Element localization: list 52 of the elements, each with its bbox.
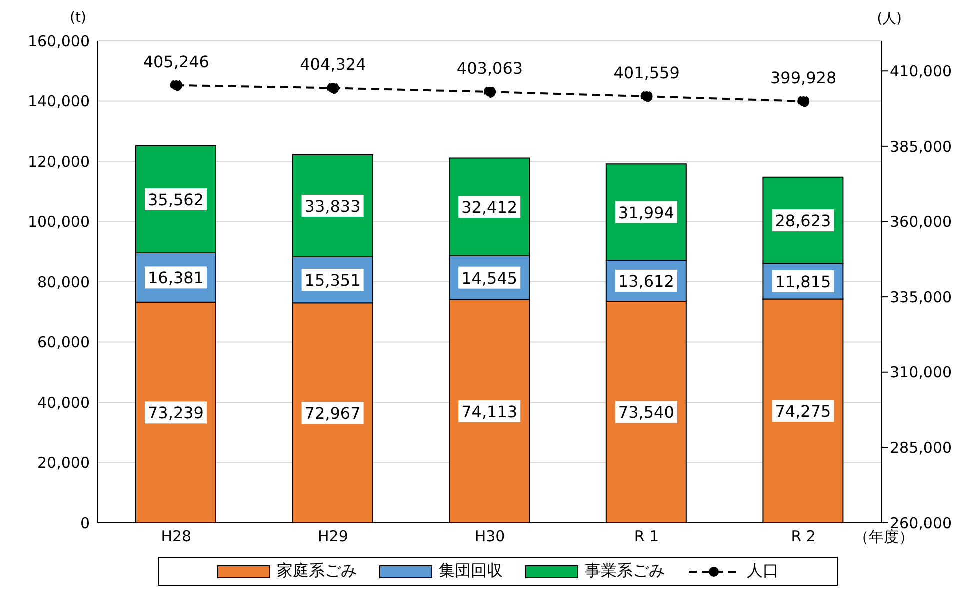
y-tick-label: 160,000 xyxy=(28,32,90,50)
data-label: 15,351 xyxy=(304,271,361,290)
legend-label: 集団回収 xyxy=(439,561,503,582)
y-tick-label: 40,000 xyxy=(38,394,90,412)
data-label: 73,540 xyxy=(618,403,674,422)
data-label: 31,994 xyxy=(618,203,674,222)
data-label: 405,246 xyxy=(143,52,210,72)
data-label: 13,612 xyxy=(618,272,674,291)
data-label: 74,113 xyxy=(462,402,518,422)
data-label: 14,545 xyxy=(462,268,518,288)
x-tick-label: H28 xyxy=(161,528,192,546)
y-tick-label: 60,000 xyxy=(38,334,90,352)
data-label: 33,833 xyxy=(304,196,361,216)
data-label: 11,815 xyxy=(775,272,832,292)
point xyxy=(484,86,496,98)
x-tick-label: R 2 xyxy=(791,528,816,546)
y2-tick-label: 410,000 xyxy=(890,62,952,80)
data-label: 403,063 xyxy=(456,59,524,78)
y-tick-label: 100,000 xyxy=(28,213,90,232)
point xyxy=(327,82,340,94)
point xyxy=(798,95,810,108)
y-tick-label: 80,000 xyxy=(38,273,90,292)
data-label: 399,928 xyxy=(770,68,837,88)
legend-label: 家庭系ごみ xyxy=(277,561,357,582)
data-label: 35,562 xyxy=(148,190,204,210)
y2-tick-label: 310,000 xyxy=(890,364,952,382)
x-tick-label: R 1 xyxy=(634,528,660,546)
y2-tick-label: 335,000 xyxy=(890,288,952,306)
x-tick-label: H29 xyxy=(318,528,348,546)
x-tick-label: H30 xyxy=(474,528,506,546)
y-tick-label: 140,000 xyxy=(28,92,90,111)
point xyxy=(640,90,653,103)
y2-tick-label: 360,000 xyxy=(890,213,952,232)
y-tick-label: 0 xyxy=(80,514,90,532)
point xyxy=(170,79,182,92)
y-axis-title: (t) xyxy=(70,10,86,26)
y-tick-label: 20,000 xyxy=(38,454,90,472)
data-label: 404,324 xyxy=(300,55,366,74)
data-label: 401,559 xyxy=(614,64,680,83)
data-label: 73,239 xyxy=(148,404,204,423)
y2-tick-label: 385,000 xyxy=(890,138,952,156)
legend-label: 人口 xyxy=(747,561,779,582)
legend-label: 事業系ごみ xyxy=(585,561,665,582)
data-label: 16,381 xyxy=(148,268,204,288)
x-axis-title: （年度） xyxy=(854,528,914,547)
y2-tick-label: 285,000 xyxy=(890,439,952,458)
data-label: 72,967 xyxy=(304,404,361,424)
data-label: 28,623 xyxy=(775,212,832,231)
data-label: 32,412 xyxy=(462,198,518,218)
y-tick-label: 120,000 xyxy=(28,152,90,171)
data-label: 74,275 xyxy=(775,402,832,422)
y2-axis-title: (人) xyxy=(877,10,902,28)
